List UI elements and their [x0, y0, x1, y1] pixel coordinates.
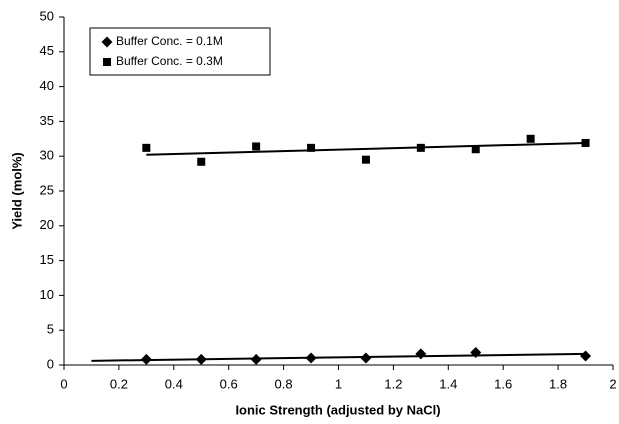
- y-tick-label: 50: [40, 8, 54, 23]
- legend-label: Buffer Conc. = 0.3M: [116, 54, 223, 68]
- legend-marker: [101, 36, 113, 48]
- y-tick-label: 35: [40, 113, 54, 128]
- x-tick-label: 1.8: [549, 376, 567, 391]
- x-tick-label: 1.6: [494, 376, 512, 391]
- legend-label: Buffer Conc. = 0.1M: [116, 34, 223, 48]
- trendline: [91, 352, 586, 362]
- x-tick-label: 0: [60, 376, 67, 391]
- y-tick-label: 45: [40, 43, 54, 58]
- x-tick-label: 2: [609, 376, 616, 391]
- x-tick-label: 0.4: [165, 376, 183, 391]
- point: [360, 352, 372, 364]
- point: [252, 142, 261, 151]
- y-tick-label: 20: [40, 217, 54, 232]
- x-axis-title: Ionic Strength (adjusted by NaCl): [235, 402, 440, 417]
- point: [361, 155, 370, 164]
- x-tick-label: 1.4: [439, 376, 457, 391]
- y-tick-label: 5: [47, 322, 54, 337]
- legend-box: [89, 27, 271, 76]
- legend-marker: [103, 58, 111, 66]
- y-tick-label: 40: [40, 78, 54, 93]
- x-tick-label: 1.2: [384, 376, 402, 391]
- y-tick-label: 15: [40, 252, 54, 267]
- point: [580, 350, 592, 362]
- point: [142, 143, 151, 152]
- x-tick-label: 1: [335, 376, 342, 391]
- point: [471, 145, 480, 154]
- y-tick-label: 10: [40, 287, 54, 302]
- point: [415, 348, 427, 360]
- trendline: [146, 141, 586, 156]
- point: [470, 346, 482, 358]
- point: [416, 143, 425, 152]
- y-tick-label: 25: [40, 182, 54, 197]
- y-tick-label: 30: [40, 148, 54, 163]
- x-tick-label: 0.6: [220, 376, 238, 391]
- point: [526, 134, 535, 143]
- point: [307, 143, 316, 152]
- y-tick-label: 0: [47, 356, 54, 371]
- y-axis-title: Yield (mol%): [9, 152, 24, 230]
- x-tick-label: 0.2: [110, 376, 128, 391]
- point: [250, 353, 262, 365]
- point: [305, 352, 317, 364]
- x-tick-label: 0.8: [275, 376, 293, 391]
- point: [197, 157, 206, 166]
- point: [581, 138, 590, 147]
- point: [140, 353, 152, 365]
- point: [195, 353, 207, 365]
